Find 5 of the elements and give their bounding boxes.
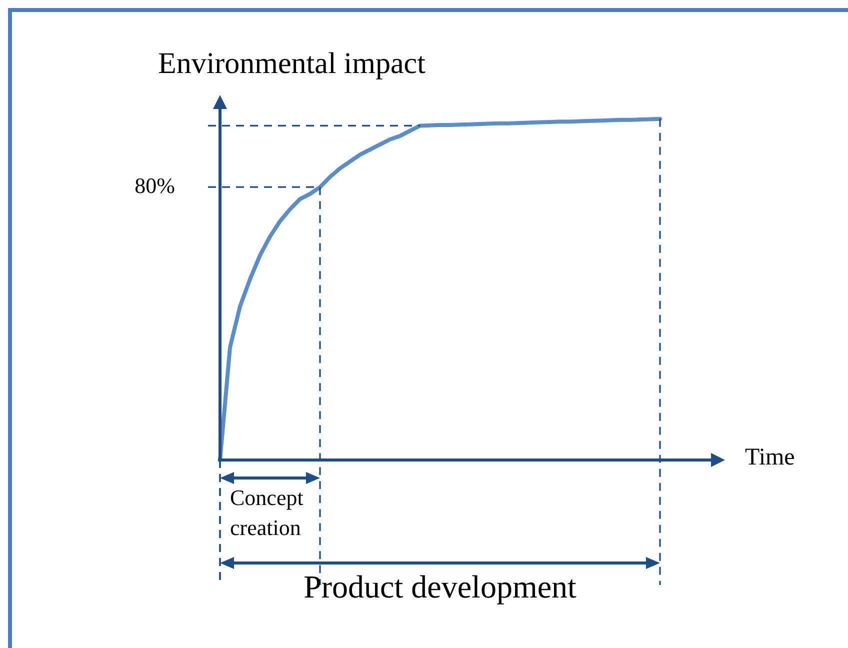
y-axis-title: Environmental impact bbox=[158, 46, 426, 80]
x-axis-title: Time bbox=[745, 444, 795, 470]
text: Product development bbox=[304, 568, 577, 604]
text: Concept creation bbox=[230, 484, 304, 540]
ref-line-label: 80% bbox=[134, 172, 175, 198]
